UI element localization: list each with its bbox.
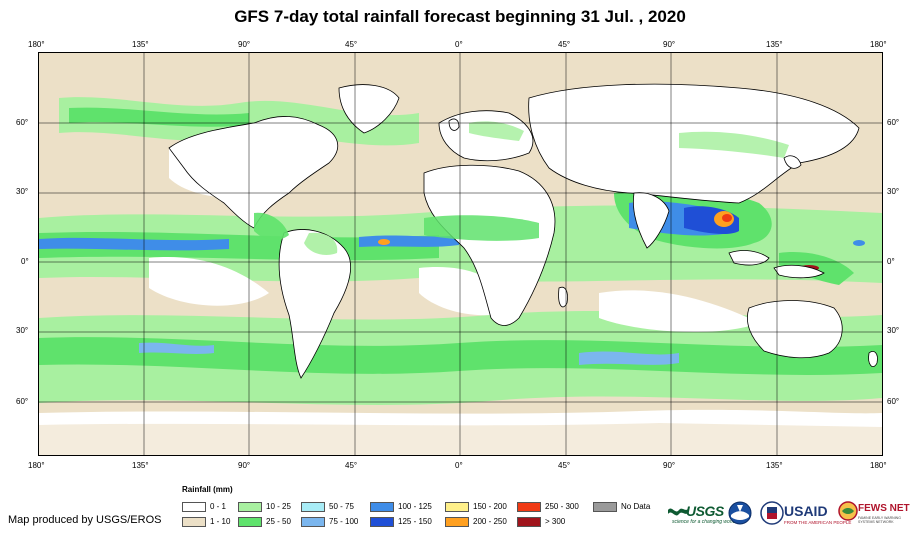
noaa-logo-icon	[728, 501, 752, 525]
usgs-wave-icon	[668, 508, 688, 516]
legend-swatch	[301, 501, 325, 512]
legend-swatch	[301, 516, 325, 527]
legend-label: 150 - 200	[473, 502, 507, 511]
lon-label: 180°	[870, 461, 887, 470]
usaid-tagline: FROM THE AMERICAN PEOPLE	[784, 520, 852, 525]
legend-swatch	[238, 516, 262, 527]
legend-item: 100 - 125	[370, 501, 432, 512]
legend-item: 50 - 75	[301, 501, 354, 512]
map-title: GFS 7-day total rainfall forecast beginn…	[234, 7, 686, 26]
lat-label: 30°	[887, 326, 900, 335]
legend-swatch	[517, 501, 541, 512]
legend-swatch	[238, 501, 262, 512]
usgs-logo-text: USGS	[686, 503, 724, 519]
legend-label: 10 - 25	[266, 502, 291, 511]
legend-item: 0 - 1	[182, 501, 226, 512]
legend-swatch	[182, 516, 206, 527]
lat-label: 30°	[887, 187, 900, 196]
lon-label: 135°	[132, 40, 149, 49]
legend-label: No Data	[621, 502, 651, 511]
lon-label: 135°	[766, 461, 783, 470]
legend-swatch	[445, 501, 469, 512]
lat-label: 0°	[21, 257, 29, 266]
legend-item: 250 - 300	[517, 501, 579, 512]
lon-label: 90°	[238, 40, 251, 49]
legend-item: 1 - 10	[182, 516, 230, 527]
legend-label: 1 - 10	[210, 517, 231, 526]
legend-label: 200 - 250	[473, 517, 507, 526]
legend-item: > 300	[517, 516, 565, 527]
lon-label: 180°	[870, 40, 887, 49]
legend-label: 25 - 50	[266, 517, 291, 526]
legend-item: 25 - 50	[238, 516, 291, 527]
lon-label: 45°	[345, 461, 358, 470]
legend-item: 150 - 200	[445, 501, 507, 512]
lat-label: 30°	[16, 326, 29, 335]
legend-label: 75 - 100	[329, 517, 359, 526]
legend-item: No Data	[593, 501, 650, 512]
lon-label: 45°	[345, 40, 358, 49]
lat-label: 60°	[16, 118, 29, 127]
legend-label: 100 - 125	[398, 502, 432, 511]
land-rainfall	[254, 121, 789, 255]
lon-label: 90°	[663, 461, 676, 470]
credit-text: Map produced by USGS/EROS	[8, 514, 162, 526]
lon-label: 0°	[455, 461, 463, 470]
lon-label: 135°	[766, 40, 783, 49]
fews-tagline: FAMINE EARLY WARNING SYSTEMS NETWORK	[858, 516, 901, 524]
lat-label: 60°	[887, 397, 900, 406]
usaid-logo-text: USAID	[784, 503, 828, 519]
lon-label: 180°	[28, 461, 45, 470]
legend-swatch	[445, 516, 469, 527]
lon-label: 0°	[455, 40, 463, 49]
lon-label: 90°	[663, 40, 676, 49]
graticule	[39, 53, 882, 455]
lon-label: 90°	[238, 461, 251, 470]
lon-label: 135°	[132, 461, 149, 470]
legend-swatch	[370, 516, 394, 527]
lat-label: 60°	[887, 118, 900, 127]
lat-label: 30°	[16, 187, 29, 196]
fews-logo-text: FEWS NET	[858, 503, 910, 514]
legend-item: 125 - 150	[370, 516, 432, 527]
legend-label: > 300	[545, 517, 566, 526]
rainfall-map	[38, 52, 883, 456]
rainfall-map-svg	[39, 53, 882, 455]
legend-item: 200 - 250	[445, 516, 507, 527]
legend-item: 75 - 100	[301, 516, 358, 527]
legend-label: 250 - 300	[545, 502, 579, 511]
legend-label: 125 - 150	[398, 517, 432, 526]
fews-globe-icon	[838, 501, 858, 521]
legend-swatch	[370, 501, 394, 512]
lat-label: 60°	[16, 397, 29, 406]
usgs-tagline: science for a changing world	[672, 519, 736, 525]
legend-label: 50 - 75	[329, 502, 354, 511]
lon-label: 45°	[558, 40, 571, 49]
lon-label: 180°	[28, 40, 45, 49]
legend-swatch	[593, 501, 617, 512]
lat-label: 0°	[887, 257, 895, 266]
usaid-seal-icon	[760, 501, 784, 525]
legend-title: Rainfall (mm)	[182, 485, 233, 494]
legend-item: 10 - 25	[238, 501, 291, 512]
lon-label: 45°	[558, 461, 571, 470]
legend-label: 0 - 1	[210, 502, 227, 511]
legend-swatch	[517, 516, 541, 527]
legend-swatch	[182, 501, 206, 512]
